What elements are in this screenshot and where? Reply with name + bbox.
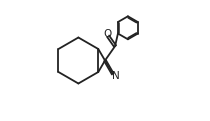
Text: N: N bbox=[112, 71, 119, 81]
Text: O: O bbox=[103, 29, 112, 39]
